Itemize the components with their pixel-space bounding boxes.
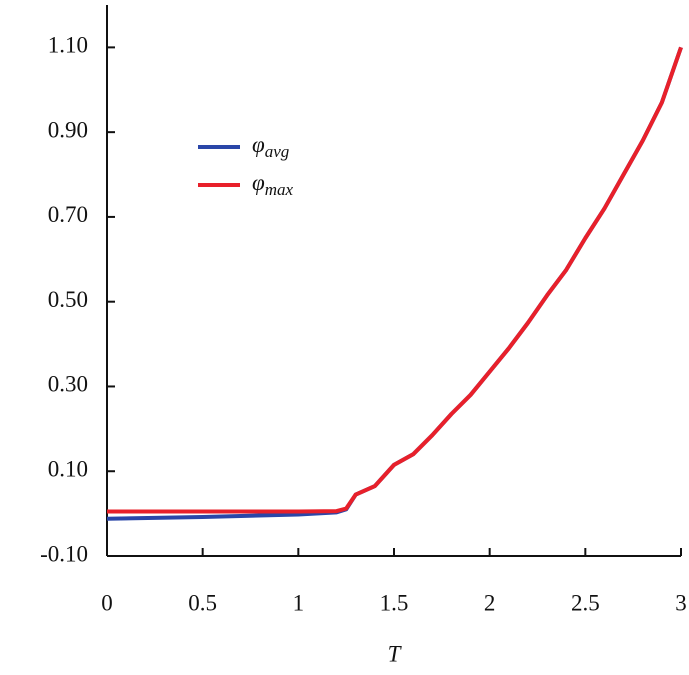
legend-label: φmax (252, 170, 294, 199)
x-tick-label: 0 (101, 590, 113, 615)
series-line (106, 46, 683, 521)
x-tick-label: 2 (484, 590, 496, 615)
y-tick-label: 0.90 (48, 117, 88, 142)
y-tick-label: -0.10 (40, 541, 88, 566)
y-tick-label: 0.30 (48, 372, 88, 397)
x-tick-label: 2.5 (571, 590, 600, 615)
series-line (107, 46, 683, 514)
x-tick-label: 1.5 (380, 590, 409, 615)
y-tick-label: 0.50 (48, 287, 88, 312)
y-tick-label: 0.70 (48, 202, 88, 227)
x-tick-label: 0.5 (188, 590, 217, 615)
x-tick-label: 3 (675, 590, 687, 615)
x-tick-label: 1 (293, 590, 305, 615)
legend-label: φavg (252, 132, 289, 161)
y-tick-label: 1.10 (48, 33, 88, 58)
y-tick-label: 0.10 (48, 457, 88, 482)
x-axis-label: T (388, 641, 403, 666)
